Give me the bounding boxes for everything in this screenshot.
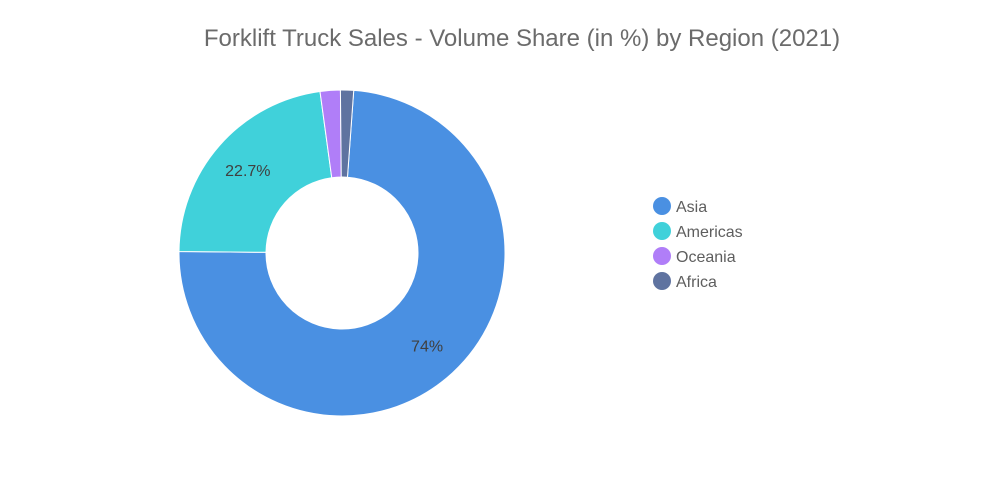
legend-item-africa[interactable]: Africa <box>653 272 717 291</box>
legend-item-americas[interactable]: Americas <box>653 222 743 241</box>
legend: Asia Americas Oceania Africa <box>653 197 743 291</box>
legend-marker-africa <box>653 272 671 290</box>
legend-label-americas: Americas <box>676 224 743 241</box>
slice-label-americas: 22.7% <box>225 163 270 180</box>
legend-label-asia: Asia <box>676 199 707 216</box>
legend-marker-asia <box>653 197 671 215</box>
legend-marker-oceania <box>653 247 671 265</box>
legend-label-africa: Africa <box>676 274 717 291</box>
legend-marker-americas <box>653 222 671 240</box>
donut-slices <box>178 89 506 417</box>
legend-label-oceania: Oceania <box>676 249 736 266</box>
legend-item-oceania[interactable]: Oceania <box>653 247 736 266</box>
slice-africa <box>339 89 355 178</box>
chart-title: Forklift Truck Sales - Volume Share (in … <box>204 25 840 52</box>
slice-americas <box>178 90 333 253</box>
slice-asia <box>178 89 506 417</box>
slice-labels: 74% 22.7% <box>225 163 443 355</box>
legend-item-asia[interactable]: Asia <box>653 197 707 216</box>
slice-label-asia: 74% <box>411 338 443 355</box>
